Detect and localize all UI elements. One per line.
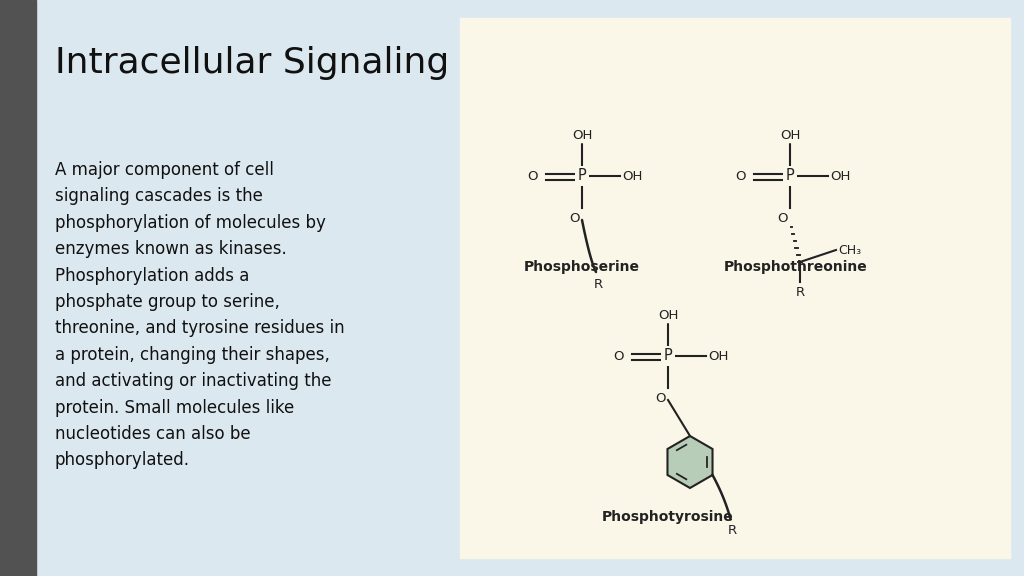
Text: O: O xyxy=(527,169,538,183)
Text: OH: OH xyxy=(780,129,800,142)
Text: P: P xyxy=(785,169,795,184)
Text: OH: OH xyxy=(830,169,850,183)
Text: R: R xyxy=(728,524,737,537)
Text: R: R xyxy=(594,278,602,291)
Text: CH₃: CH₃ xyxy=(838,244,861,256)
Text: O: O xyxy=(613,350,624,362)
Text: R: R xyxy=(796,286,805,299)
Text: OH: OH xyxy=(657,309,678,322)
Bar xyxy=(0,0,36,576)
Text: O: O xyxy=(777,212,788,225)
Text: P: P xyxy=(664,348,673,363)
Text: Phosphothreonine: Phosphothreonine xyxy=(724,260,868,274)
Text: OH: OH xyxy=(708,350,728,362)
Polygon shape xyxy=(668,436,713,488)
Text: A major component of cell
signaling cascades is the
phosphorylation of molecules: A major component of cell signaling casc… xyxy=(55,161,345,469)
Bar xyxy=(460,18,1010,558)
Text: OH: OH xyxy=(571,129,592,142)
Text: P: P xyxy=(578,169,587,184)
Text: O: O xyxy=(655,392,666,405)
Text: O: O xyxy=(569,212,580,225)
Text: OH: OH xyxy=(622,169,642,183)
Text: Phosphotyrosine: Phosphotyrosine xyxy=(602,510,734,524)
Text: Phosphoserine: Phosphoserine xyxy=(524,260,640,274)
Text: O: O xyxy=(735,169,746,183)
Text: Intracellular Signaling: Intracellular Signaling xyxy=(55,46,450,80)
